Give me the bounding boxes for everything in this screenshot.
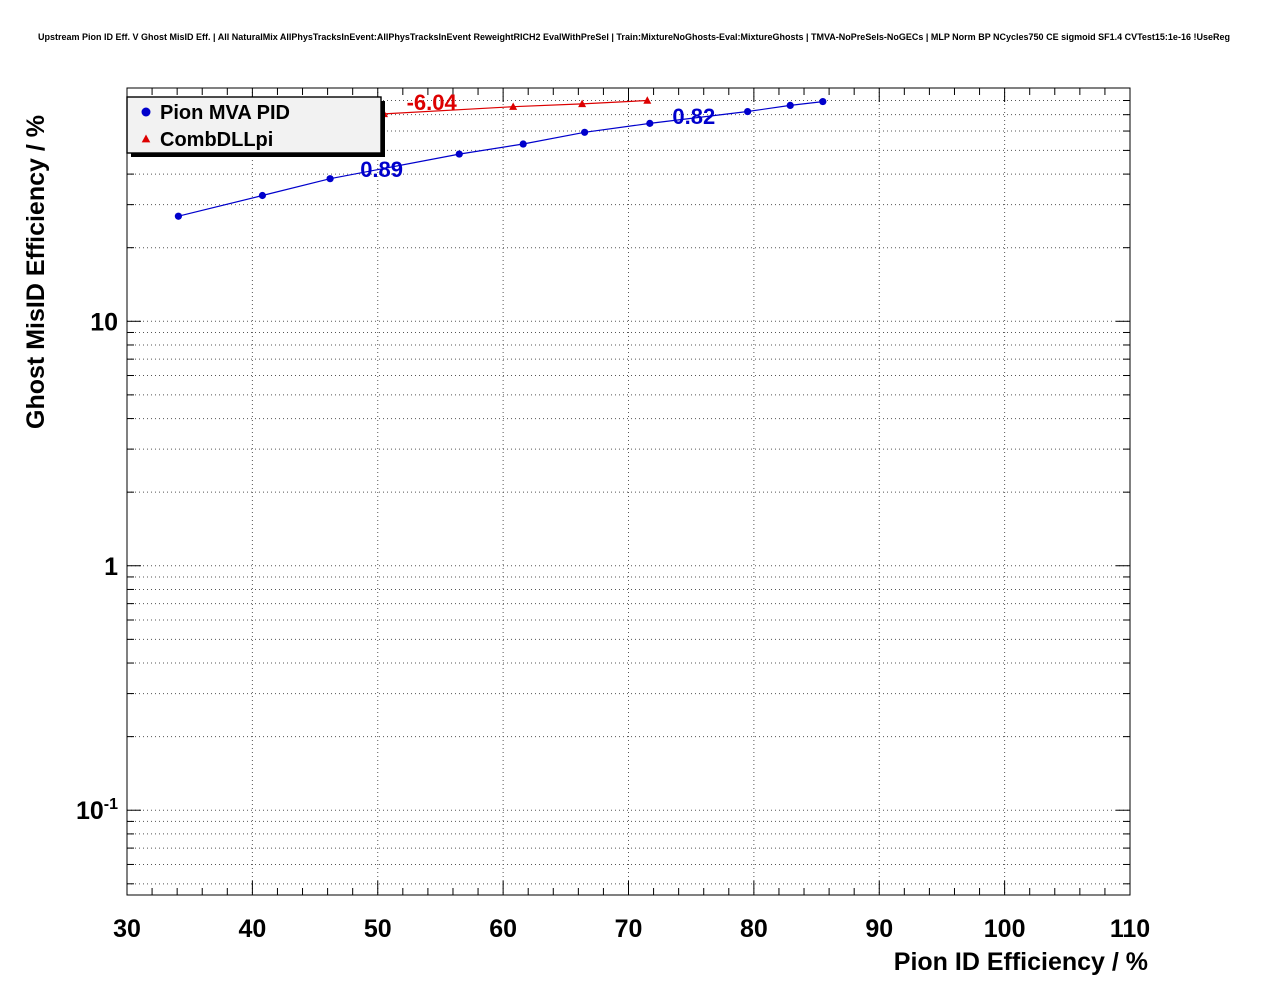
data-point-marker xyxy=(646,119,654,127)
data-point-marker xyxy=(326,175,334,183)
data-point-marker xyxy=(643,96,652,104)
data-point-marker xyxy=(509,102,518,110)
data-point-marker xyxy=(578,99,587,108)
cut-value-annotation: 0.82 xyxy=(672,104,715,129)
x-tick-label: 90 xyxy=(865,915,893,943)
data-point-marker xyxy=(455,150,463,158)
legend-marker-circle xyxy=(141,107,151,117)
x-tick-label: 100 xyxy=(984,915,1026,943)
data-point-marker xyxy=(519,140,527,148)
series-line xyxy=(383,99,648,115)
x-tick-label: 50 xyxy=(364,915,392,943)
x-axis-title: Pion ID Efficiency / % xyxy=(894,948,1148,976)
cut-value-annotation: -6.04 xyxy=(407,90,458,115)
data-point-marker xyxy=(174,212,183,220)
data-point-marker xyxy=(258,191,267,200)
legend: Pion MVA PID CombDLLpi xyxy=(126,96,385,157)
y-axis-title: Ghost MisID Efficiency / % xyxy=(22,115,50,429)
y-tick-label: 1 xyxy=(104,553,118,581)
series-line xyxy=(178,101,823,217)
x-tick-label: 70 xyxy=(615,915,643,943)
y-tick-label: 10 xyxy=(90,308,118,336)
data-point-marker xyxy=(744,107,752,116)
y-tick-label: 10-1 xyxy=(76,796,118,825)
x-tick-label: 30 xyxy=(113,915,141,943)
cut-value-annotation: 0.89 xyxy=(360,157,403,182)
plot-frame xyxy=(126,87,1131,896)
plot-title: Upstream Pion ID Eff. V Ghost MisID Eff.… xyxy=(38,32,1230,42)
data-point-marker xyxy=(786,101,794,109)
data-point-marker xyxy=(581,128,589,136)
legend-marker-triangle xyxy=(141,134,151,143)
x-tick-label: 60 xyxy=(489,915,517,943)
x-tick-label: 80 xyxy=(740,915,768,943)
legend-label: CombDLLpi xyxy=(160,129,273,151)
legend-label: Pion MVA PID xyxy=(160,102,290,124)
axis-ticks xyxy=(126,88,1131,895)
series-pion-mva-pid xyxy=(174,97,827,220)
x-tick-label: 110 xyxy=(1110,915,1150,943)
x-tick-label: 40 xyxy=(238,915,266,943)
legend-box xyxy=(126,96,382,154)
grid xyxy=(127,88,1130,895)
data-point-marker xyxy=(819,97,827,106)
